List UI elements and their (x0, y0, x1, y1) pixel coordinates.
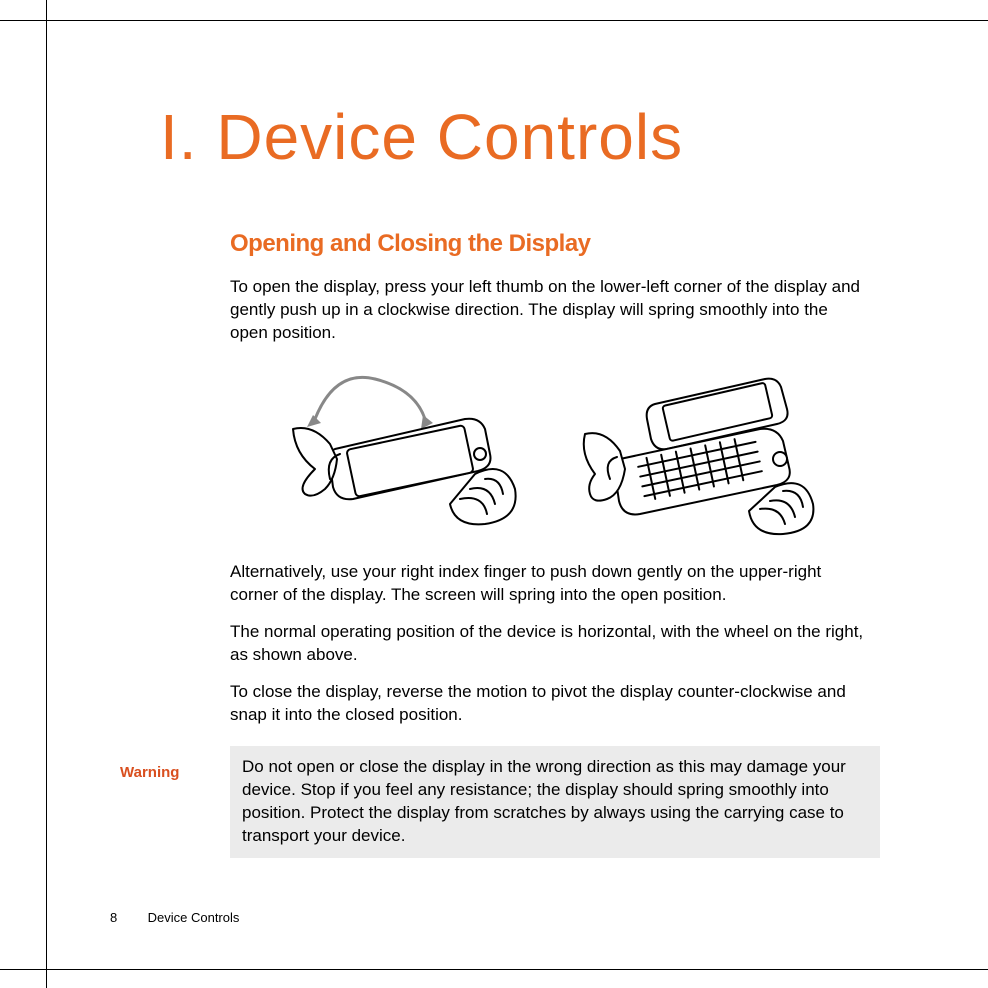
footer-section-name: Device Controls (148, 910, 240, 925)
warning-block: Warning Do not open or close the display… (120, 746, 880, 858)
paragraph-2: Alternatively, use your right index fing… (230, 561, 870, 607)
main-content: Opening and Closing the Display To open … (230, 230, 870, 726)
section-heading: Opening and Closing the Display (230, 230, 870, 258)
paragraph-3: The normal operating position of the dev… (230, 621, 870, 667)
crop-mark-top (0, 20, 988, 21)
figure-device-closed (275, 359, 535, 539)
page-footer: 8 Device Controls (110, 910, 239, 925)
crop-mark-bottom (0, 969, 988, 970)
chapter-title: I. Device Controls (160, 100, 928, 174)
paragraph-1: To open the display, press your left thu… (230, 276, 870, 345)
figure-row (230, 359, 870, 539)
page-content: I. Device Controls Opening and Closing t… (110, 100, 928, 858)
figure-device-open (565, 359, 825, 539)
warning-text: Do not open or close the display in the … (230, 746, 880, 858)
warning-label: Warning (120, 746, 230, 781)
crop-mark-left (46, 0, 47, 988)
paragraph-4: To close the display, reverse the motion… (230, 681, 870, 727)
page-number: 8 (110, 910, 144, 925)
